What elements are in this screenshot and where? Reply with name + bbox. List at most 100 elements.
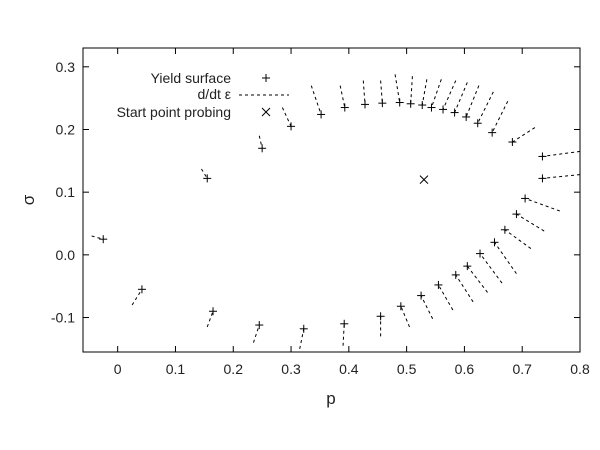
x-axis-label: p — [326, 389, 335, 408]
yield-surface-point — [538, 174, 547, 183]
legend-marker-cross — [261, 107, 271, 117]
strain-rate-vector — [201, 168, 208, 179]
yield-surface-point — [476, 249, 485, 258]
strain-rate-vector — [455, 274, 474, 303]
yield-surface-point — [490, 238, 499, 247]
y-tick-label: 0.2 — [56, 121, 76, 137]
x-tick-label: 0.5 — [397, 361, 417, 377]
yield-surface-point — [500, 225, 509, 234]
x-tick-label: 0 — [114, 361, 122, 377]
yield-surface-point — [434, 280, 443, 289]
yield-surface-point — [317, 110, 326, 119]
start-point — [419, 175, 429, 184]
strain-rate-vector — [91, 235, 104, 240]
yield-surface-point — [209, 307, 218, 316]
strain-rate-vector — [524, 197, 560, 212]
yield-surface-point — [137, 285, 146, 294]
yield-surface-point — [488, 128, 497, 137]
strain-rate-vector — [299, 328, 305, 349]
yield-surface-point — [299, 324, 308, 333]
strain-rate-vector — [437, 284, 454, 311]
strain-rate-vector — [516, 213, 545, 232]
yield-surface-point — [396, 302, 405, 311]
yield-surface-point — [417, 291, 426, 300]
strain-rate-vector — [542, 174, 581, 179]
y-tick-label: 0.3 — [56, 59, 76, 75]
plot-frame — [82, 47, 581, 353]
x-ticks: 0 0.1 0.2 0.3 0.4 0.5 0.6 0.7 0.8 — [114, 48, 590, 377]
plot-frame-group — [82, 47, 581, 353]
yield-surface-point — [258, 144, 267, 153]
yield-surface-point — [538, 152, 547, 161]
yield-surface-point — [418, 101, 427, 110]
strain-rate-vector — [512, 127, 536, 143]
y-tick-label: 0.1 — [56, 184, 76, 200]
yield-surface-point — [395, 98, 404, 107]
strain-rate-vector — [454, 82, 468, 113]
y-tick-label: -0.1 — [51, 310, 75, 326]
y-tick-label: 0.0 — [56, 247, 76, 263]
strain-rate-vector — [421, 79, 428, 106]
yield-surface-point — [203, 174, 212, 183]
strain-rate-vector — [465, 85, 480, 118]
legend-plus-marker — [262, 74, 270, 82]
strain-rate-vector — [420, 295, 434, 320]
yield-surface-point — [439, 105, 448, 114]
yield-surface-point — [376, 312, 385, 321]
strain-rate-vector — [491, 101, 509, 133]
strain-rate-vector — [400, 306, 410, 328]
y-axis-label: σ — [19, 194, 38, 205]
strain-rate-vector — [431, 79, 442, 108]
yield-surface-point — [406, 99, 415, 108]
legend-label-start-point: Start point probing — [117, 104, 231, 120]
yield-surface-points — [99, 98, 547, 333]
yield-surface-point — [378, 99, 387, 108]
strain-rate-vector — [504, 229, 532, 249]
x-tick-label: 0.7 — [512, 361, 532, 377]
x-tick-label: 0.8 — [570, 361, 590, 377]
start-point-marker — [419, 175, 429, 184]
x-tick-label: 0.2 — [224, 361, 244, 377]
yield-surface-point — [512, 210, 521, 219]
yield-surface-point — [427, 103, 436, 112]
strain-rate-vector — [479, 253, 503, 284]
strain-rate-vector — [258, 135, 263, 149]
strain-rate-vector — [253, 324, 260, 343]
yield-surface-point — [463, 262, 472, 271]
legend: Yield surface d/dt ε Start point probing — [117, 70, 289, 120]
yield-surface-point — [287, 122, 296, 131]
yield-surface-point — [255, 321, 264, 330]
strain-rate-vector — [281, 107, 292, 127]
legend-marker-plus — [262, 74, 270, 82]
yield-surface-point — [340, 103, 349, 112]
strain-rate-vector — [542, 150, 581, 157]
x-tick-label: 0.3 — [281, 361, 301, 377]
strain-rate-vector — [442, 80, 457, 110]
yield-surface-point — [462, 112, 471, 121]
strain-rate-vector — [339, 85, 346, 108]
yield-surface-point — [473, 119, 482, 128]
yield-surface-point — [361, 100, 370, 109]
legend-label-yield-surface: Yield surface — [151, 70, 232, 86]
yield-surface-point — [340, 319, 349, 328]
strain-rate-vector — [410, 76, 413, 104]
x-tick-label: 0.4 — [339, 361, 359, 377]
yield-surface-point — [450, 108, 459, 117]
strain-rate-vector — [477, 91, 494, 124]
strain-rate-vector — [494, 242, 517, 274]
x-tick-label: 0.1 — [166, 361, 186, 377]
legend-cross-marker — [261, 107, 271, 117]
strain-rate-vector — [394, 74, 401, 103]
yield-surface-point — [508, 138, 517, 147]
strain-rate-vector — [131, 289, 143, 306]
yield-surface-point — [521, 194, 530, 203]
y-ticks: -0.1 0.0 0.1 0.2 0.3 — [51, 59, 580, 326]
strain-rate-vectors — [91, 74, 581, 349]
legend-label-strain-rate: d/dt ε — [198, 86, 231, 102]
strain-rate-vector — [206, 311, 214, 328]
strain-rate-vector — [310, 85, 322, 115]
yield-surface-point — [451, 270, 460, 279]
x-tick-label: 0.6 — [455, 361, 475, 377]
strain-rate-vector — [466, 265, 488, 293]
